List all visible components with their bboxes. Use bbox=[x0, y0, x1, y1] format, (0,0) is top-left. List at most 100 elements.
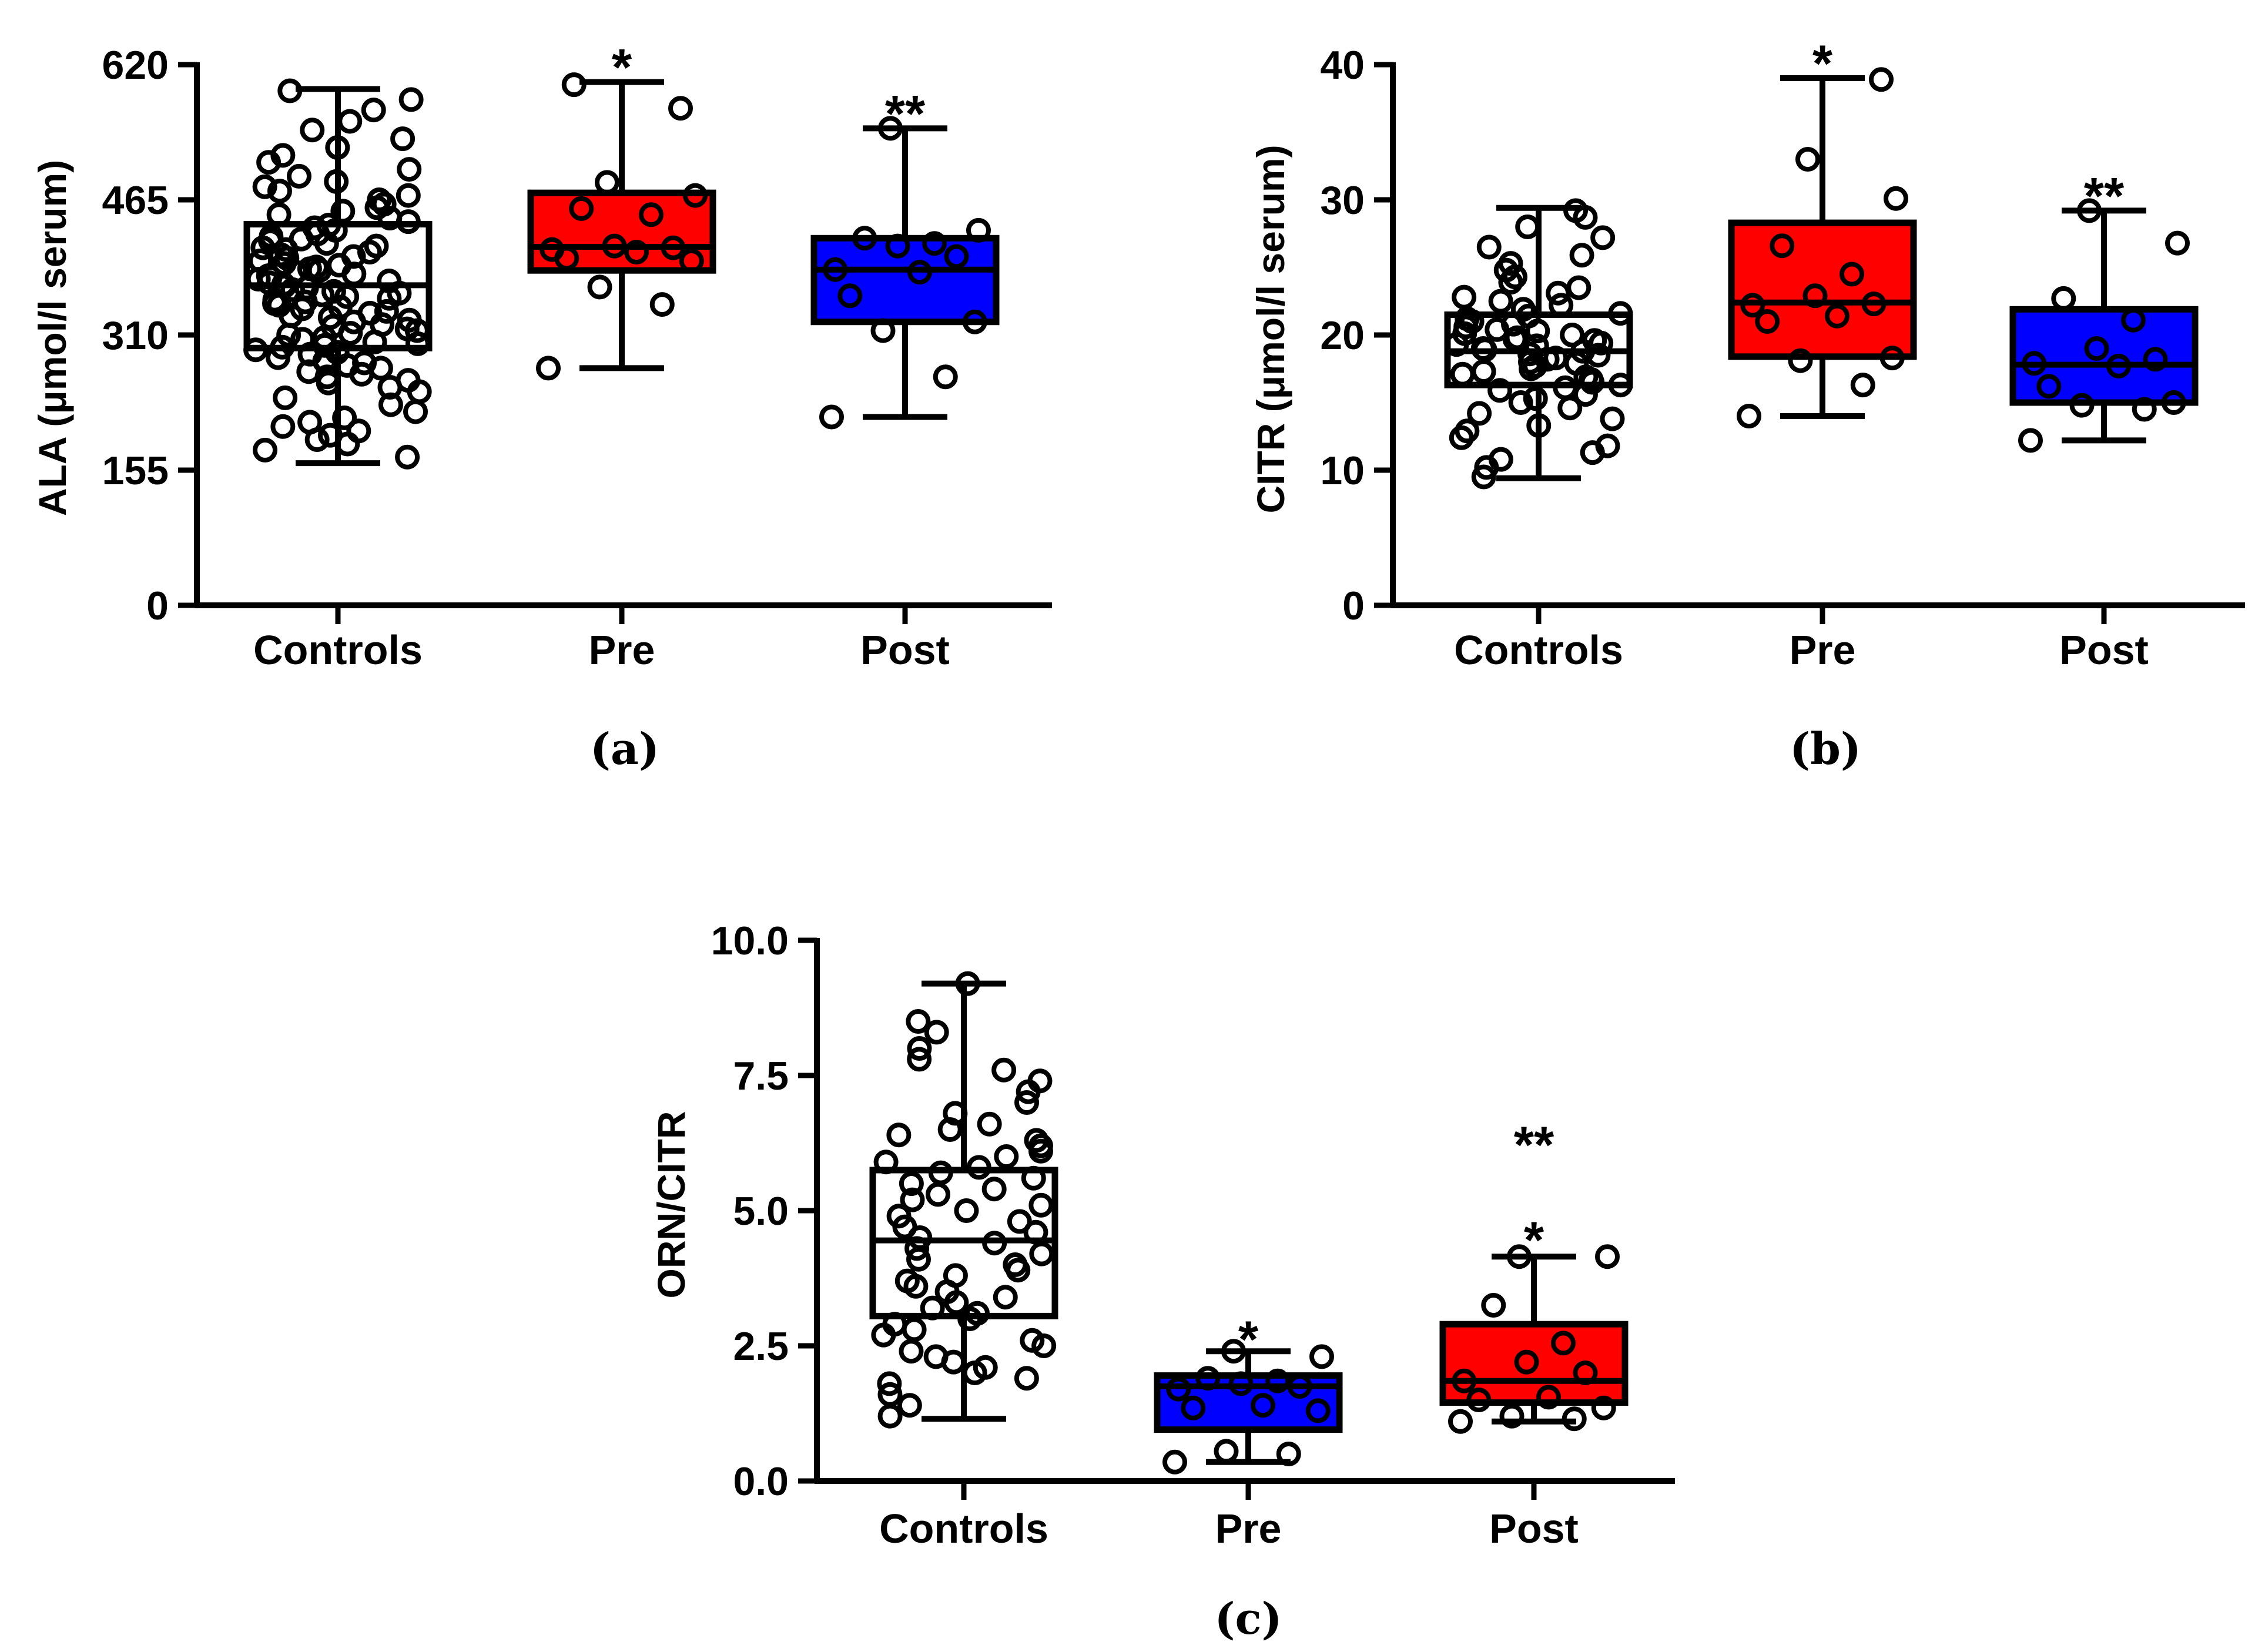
data-point bbox=[1265, 1368, 1290, 1393]
data-point bbox=[928, 1160, 953, 1185]
data-point bbox=[649, 292, 675, 317]
data-point bbox=[1162, 1449, 1187, 1475]
data-point bbox=[341, 244, 366, 269]
data-point bbox=[1488, 447, 1513, 472]
data-point bbox=[1560, 323, 1585, 347]
data-point bbox=[900, 1187, 925, 1212]
data-point bbox=[1755, 309, 1780, 334]
data-point bbox=[994, 1144, 1019, 1169]
data-point bbox=[1031, 1333, 1057, 1358]
data-point bbox=[981, 1177, 1007, 1202]
significance-mark-secondary: * bbox=[1524, 1211, 1544, 1269]
panel-a-label: (a) bbox=[590, 724, 659, 775]
data-point bbox=[639, 202, 664, 227]
data-point bbox=[1476, 234, 1502, 260]
data-point bbox=[316, 213, 341, 238]
data-point bbox=[1840, 262, 1864, 287]
data-point bbox=[885, 233, 910, 259]
data-point bbox=[1024, 1128, 1049, 1153]
data-point bbox=[1505, 325, 1530, 350]
data-point bbox=[252, 174, 277, 199]
data-point bbox=[1514, 1349, 1539, 1375]
panel-c-chart: 0.0 2.5 5.0 7.5 10.0 ORN/CITR Controls Pre * Post… bbox=[649, 919, 1675, 1552]
data-point bbox=[924, 1020, 949, 1045]
data-point bbox=[965, 1301, 990, 1326]
data-point bbox=[2121, 307, 2146, 333]
data-point bbox=[377, 269, 402, 293]
data-point bbox=[894, 1268, 920, 1294]
data-point bbox=[966, 1155, 991, 1180]
data-point bbox=[1488, 289, 1513, 314]
data-point bbox=[904, 1236, 930, 1261]
data-point bbox=[1551, 1331, 1576, 1356]
y-tick-label: 465 bbox=[102, 178, 169, 223]
data-point bbox=[1021, 1165, 1046, 1191]
data-point bbox=[1499, 1403, 1524, 1429]
data-point bbox=[346, 418, 371, 444]
x-tick-label: Post bbox=[860, 627, 950, 673]
data-point bbox=[1228, 1371, 1254, 1396]
data-point bbox=[1586, 343, 1611, 368]
data-point bbox=[397, 157, 422, 182]
data-point bbox=[540, 237, 565, 262]
data-point bbox=[1003, 1252, 1028, 1277]
data-point bbox=[1608, 301, 1633, 326]
data-point bbox=[877, 1382, 903, 1407]
data-point bbox=[1591, 1395, 1616, 1420]
data-point bbox=[587, 274, 612, 300]
data-point bbox=[302, 215, 327, 240]
y-tick-label: 310 bbox=[102, 313, 169, 358]
x-tick-label: Pre bbox=[1215, 1506, 1282, 1552]
data-point bbox=[2084, 336, 2109, 361]
data-point bbox=[1884, 186, 1908, 211]
y-tick-label: 155 bbox=[102, 448, 169, 493]
data-point bbox=[1020, 1328, 1045, 1353]
data-point bbox=[1595, 433, 1620, 458]
data-point bbox=[277, 78, 303, 103]
data-point bbox=[312, 333, 337, 358]
data-point bbox=[253, 437, 278, 463]
y-tick-label: 0 bbox=[146, 584, 169, 628]
data-point bbox=[396, 183, 421, 208]
data-point bbox=[1014, 1366, 1039, 1391]
data-point bbox=[334, 284, 360, 309]
data-point bbox=[877, 1403, 903, 1429]
data-point bbox=[270, 143, 296, 168]
data-point bbox=[317, 423, 343, 448]
data-point bbox=[371, 192, 397, 217]
data-point bbox=[398, 87, 424, 112]
data-point bbox=[1573, 1361, 1598, 1385]
data-point bbox=[396, 368, 421, 393]
significance-mark: * bbox=[612, 38, 632, 96]
data-point bbox=[907, 1047, 932, 1072]
data-point bbox=[1546, 280, 1571, 306]
data-point bbox=[1305, 1398, 1331, 1423]
data-point bbox=[1737, 404, 1761, 428]
data-point bbox=[1566, 275, 1591, 300]
panel-c-label: (c) bbox=[1214, 1594, 1282, 1644]
data-point bbox=[1536, 1385, 1561, 1410]
data-point bbox=[886, 1204, 912, 1229]
data-point bbox=[1466, 1388, 1492, 1412]
data-point bbox=[300, 118, 325, 143]
panel-a-chart: 0 155 310 465 620 ALA (μmol/l serum) Controls P… bbox=[31, 38, 1052, 673]
data-point bbox=[1590, 225, 1616, 250]
data-point bbox=[962, 309, 987, 334]
data-point bbox=[661, 235, 686, 260]
data-point bbox=[1563, 198, 1589, 223]
data-point bbox=[1181, 1395, 1206, 1420]
data-point bbox=[1455, 418, 1480, 444]
data-point bbox=[361, 98, 386, 123]
data-point bbox=[1014, 1090, 1040, 1115]
data-point bbox=[1608, 373, 1633, 398]
data-point bbox=[1027, 1068, 1053, 1094]
data-point bbox=[303, 254, 329, 280]
data-point bbox=[1510, 297, 1536, 322]
data-point bbox=[2132, 397, 2157, 422]
x-tick-label: Pre bbox=[1790, 627, 1856, 673]
data-point bbox=[878, 116, 903, 141]
data-point bbox=[243, 337, 269, 363]
data-point bbox=[973, 1355, 998, 1380]
data-point bbox=[624, 240, 649, 265]
data-point bbox=[297, 410, 323, 435]
